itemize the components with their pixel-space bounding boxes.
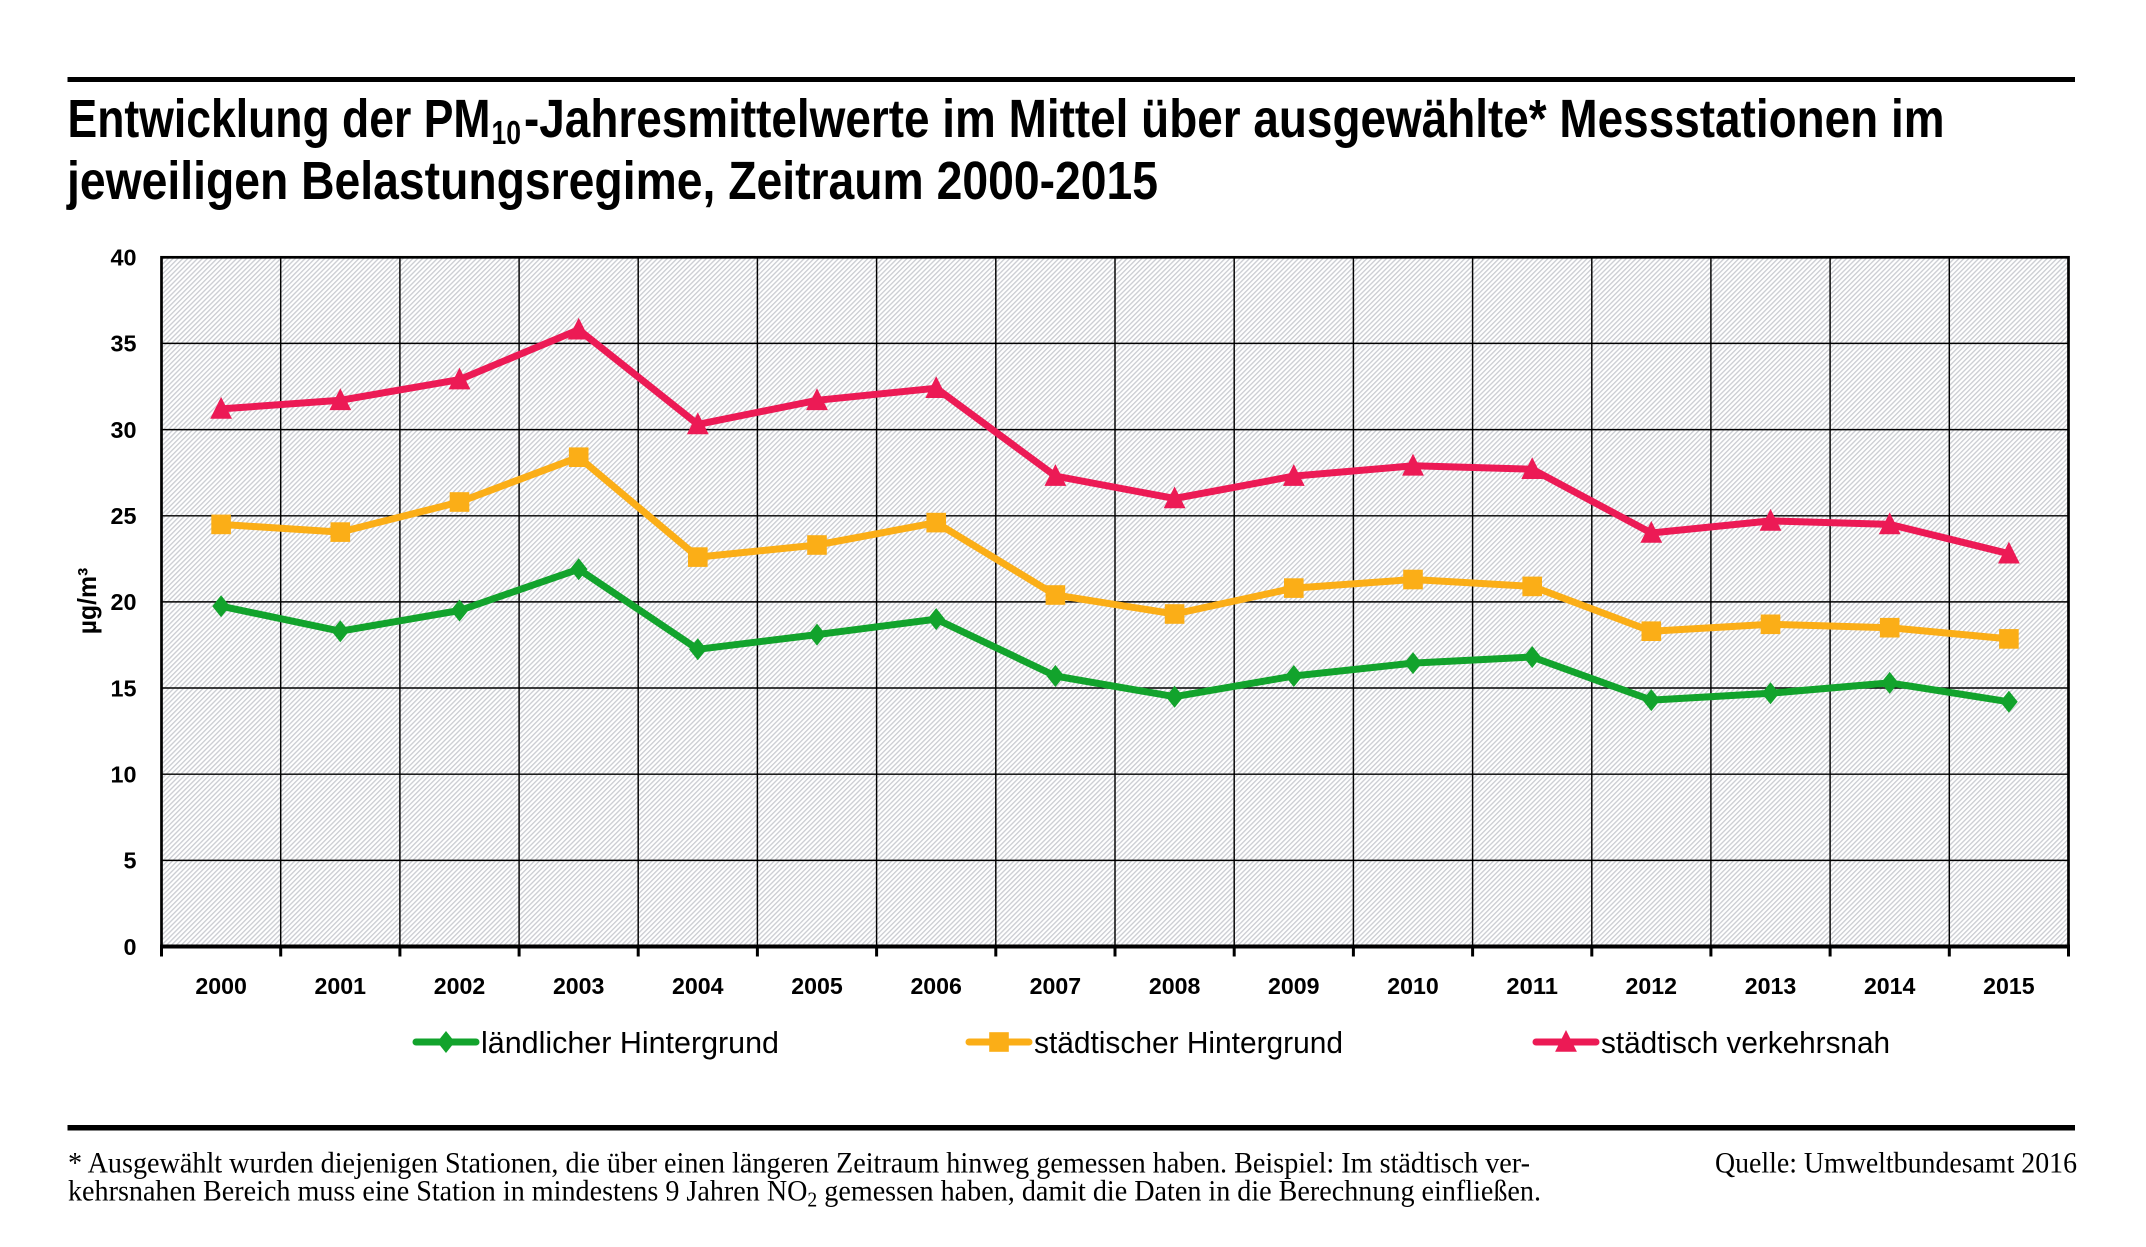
svg-text:2006: 2006 [910, 973, 962, 999]
svg-text:2001: 2001 [315, 973, 367, 999]
svg-text:2005: 2005 [791, 973, 843, 999]
svg-text:2013: 2013 [1745, 973, 1797, 999]
svg-text:2014: 2014 [1864, 973, 1916, 999]
svg-text:35: 35 [111, 331, 137, 357]
svg-text:Entwicklung der PM: Entwicklung der PM [68, 89, 491, 149]
svg-text:jeweiligen Belastungsregime, Z: jeweiligen Belastungsregime, Zeitraum 20… [66, 151, 1158, 211]
svg-text:2004: 2004 [672, 973, 724, 999]
svg-text:10: 10 [111, 762, 137, 788]
svg-text:2010: 2010 [1387, 973, 1439, 999]
svg-text:Quelle: Umweltbundesamt 2016: Quelle: Umweltbundesamt 2016 [1715, 1147, 2077, 1180]
svg-text:2007: 2007 [1030, 973, 1082, 999]
svg-text:µg/m³: µg/m³ [72, 567, 102, 634]
svg-text:15: 15 [111, 675, 137, 701]
svg-text:5: 5 [124, 848, 137, 874]
svg-text:20: 20 [111, 589, 137, 615]
svg-text:2015: 2015 [1983, 973, 2035, 999]
svg-text:2002: 2002 [434, 973, 486, 999]
svg-text:10: 10 [492, 114, 522, 151]
svg-text:kehrsnahen Bereich muss eine S: kehrsnahen Bereich muss eine Station in … [68, 1175, 1541, 1212]
svg-text:30: 30 [111, 417, 137, 443]
svg-text:ländlicher Hintergrund: ländlicher Hintergrund [481, 1025, 779, 1060]
svg-text:2003: 2003 [553, 973, 605, 999]
svg-text:25: 25 [111, 503, 137, 529]
svg-text:2009: 2009 [1268, 973, 1320, 999]
svg-text:40: 40 [111, 245, 137, 271]
svg-text:städtischer Hintergrund: städtischer Hintergrund [1034, 1025, 1343, 1060]
svg-text:2012: 2012 [1626, 973, 1678, 999]
svg-text:-Jahresmittelwerte im Mittel ü: -Jahresmittelwerte im Mittel über ausgew… [524, 89, 1945, 149]
svg-text:2008: 2008 [1149, 973, 1201, 999]
svg-text:0: 0 [124, 934, 137, 960]
svg-text:* Ausgewählt wurden diejenigen: * Ausgewählt wurden diejenigen Stationen… [68, 1147, 1530, 1180]
svg-text:2000: 2000 [195, 973, 247, 999]
svg-text:städtisch verkehrsnah: städtisch verkehrsnah [1601, 1025, 1890, 1060]
svg-text:2011: 2011 [1506, 973, 1558, 999]
